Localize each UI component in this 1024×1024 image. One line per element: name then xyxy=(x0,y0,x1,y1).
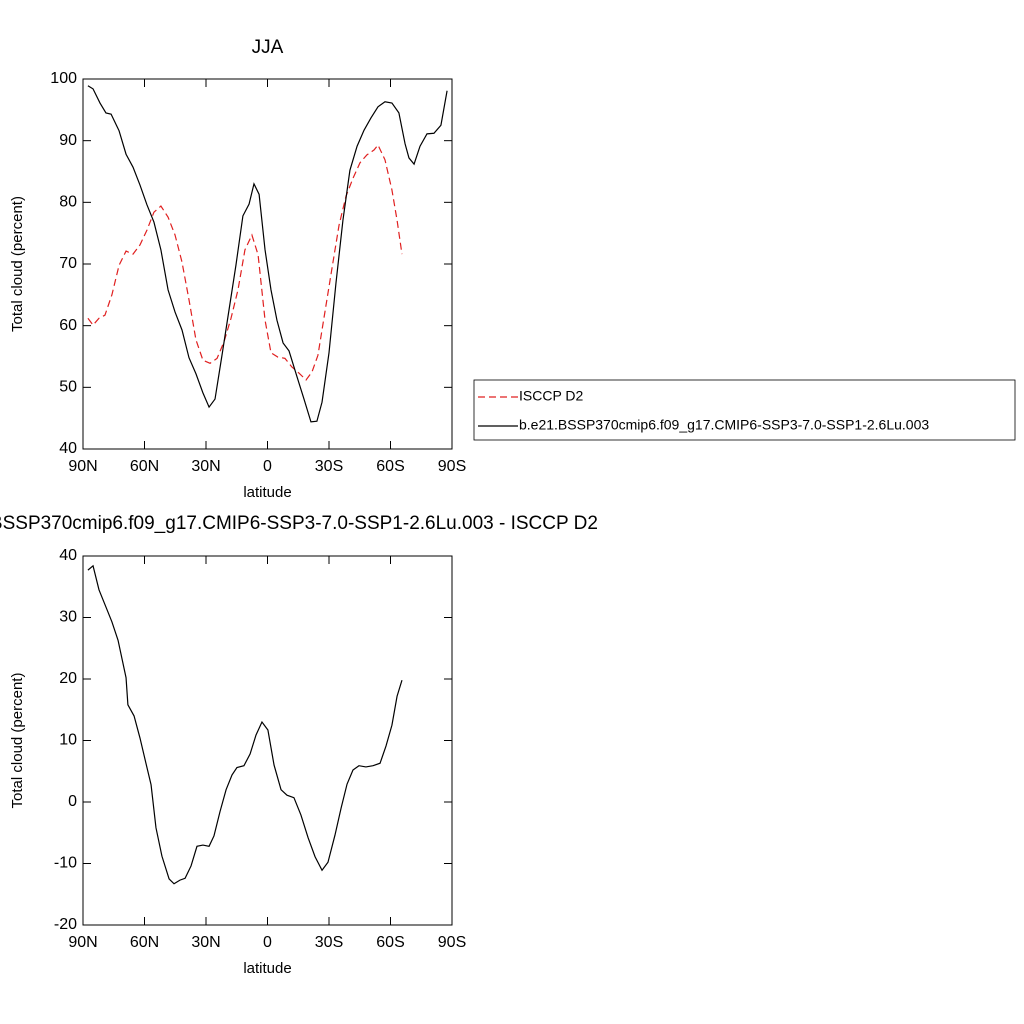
chart-title: b.e21.BSSP370cmip6.f09_g17.CMIP6-SSP3-7.… xyxy=(0,513,598,534)
y-tick-label: -10 xyxy=(54,855,77,872)
y-tick-label: 40 xyxy=(59,440,77,457)
y-tick-label: 60 xyxy=(59,317,77,334)
x-tick-label: 0 xyxy=(263,934,272,951)
y-tick-label: 80 xyxy=(59,194,77,211)
data-line xyxy=(87,564,403,885)
y-tick-label: 40 xyxy=(59,547,77,564)
x-tick-label: 30N xyxy=(191,458,220,475)
y-axis-label: Total cloud (percent) xyxy=(9,673,26,809)
chart-title: JJA xyxy=(252,37,284,58)
plot-frame xyxy=(82,555,453,926)
x-tick-label: 90S xyxy=(438,458,466,475)
y-tick-label: -20 xyxy=(54,916,77,933)
x-tick-label: 30S xyxy=(315,458,343,475)
x-axis-label: latitude xyxy=(243,484,291,501)
x-axis-label: latitude xyxy=(243,960,291,977)
x-tick-label: 60S xyxy=(376,934,404,951)
x-tick-label: 30S xyxy=(315,934,343,951)
x-tick-label: 60N xyxy=(130,934,159,951)
x-tick-label: 90N xyxy=(68,934,97,951)
y-tick-label: 70 xyxy=(59,255,77,272)
x-tick-label: 60N xyxy=(130,458,159,475)
y-tick-label: 30 xyxy=(59,609,77,626)
data-line xyxy=(87,85,448,423)
y-tick-label: 20 xyxy=(59,670,77,687)
y-tick-label: 0 xyxy=(68,793,77,810)
data-line xyxy=(87,143,403,381)
x-tick-label: 30N xyxy=(191,934,220,951)
y-axis-label: Total cloud (percent) xyxy=(9,196,26,332)
y-tick-label: 50 xyxy=(59,379,77,396)
y-tick-label: 90 xyxy=(59,132,77,149)
x-tick-label: 90S xyxy=(438,934,466,951)
legend-box xyxy=(473,379,1016,441)
x-tick-label: 60S xyxy=(376,458,404,475)
legend-label: ISCCP D2 xyxy=(519,388,584,404)
x-tick-label: 0 xyxy=(263,458,272,475)
y-tick-label: 100 xyxy=(50,70,77,87)
x-tick-label: 90N xyxy=(68,458,97,475)
legend-label: b.e21.BSSP370cmip6.f09_g17.CMIP6-SSP3-7.… xyxy=(519,417,929,433)
y-tick-label: 10 xyxy=(59,732,77,749)
